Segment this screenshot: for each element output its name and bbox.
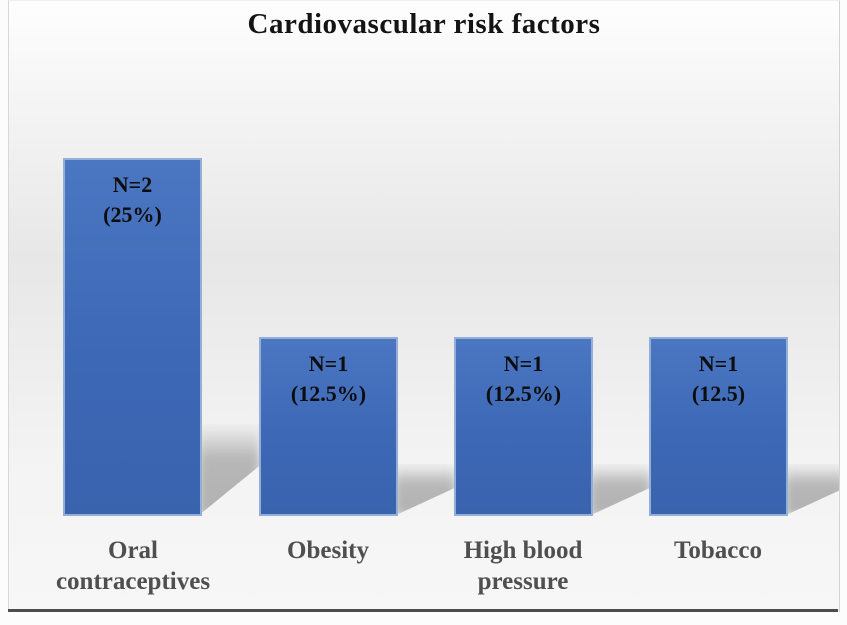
plot-area: N=2 (25%) Oral contraceptives N=1 (12.5%) Obe… [9, 1, 839, 612]
bar-shadow [198, 424, 260, 516]
bar-shadow [394, 464, 456, 516]
bar-value-count: N=1 [308, 351, 349, 376]
category-label-obesity: Obesity [287, 537, 369, 564]
bar-tobacco: N=1 (12.5) [649, 337, 788, 516]
bar-value-percent: (12.5) [691, 381, 746, 406]
bar-high-blood-pressure: N=1 (12.5%) [454, 337, 593, 516]
bar-value-count: N=1 [503, 351, 544, 376]
bar-obesity: N=1 (12.5%) [259, 337, 398, 516]
bar-value-percent: (12.5%) [485, 381, 562, 406]
bar-value-label: N=1 (12.5%) [261, 349, 396, 409]
chart-figure: Cardiovascular risk factors N=2 (25%) Oral… [8, 0, 840, 612]
bar-value-label: N=2 (25%) [65, 170, 200, 230]
category-label-tobacco: Tobacco [674, 537, 762, 564]
bar-value-label: N=1 (12.5%) [456, 349, 591, 409]
bar-oral-contraceptives: N=2 (25%) [63, 158, 202, 516]
bar-value-count: N=2 [112, 172, 153, 197]
bar-value-label: N=1 (12.5) [651, 349, 786, 409]
bar-shadow [589, 464, 651, 516]
axis-line [8, 609, 838, 612]
category-label-high-blood-pressure: High blood pressure [463, 537, 583, 595]
category-label-oral-contraceptives: Oral contraceptives [55, 537, 211, 595]
bar-value-count: N=1 [698, 351, 739, 376]
bar-shadow [784, 464, 839, 516]
bar-value-percent: (25%) [103, 202, 162, 227]
chart-title: Cardiovascular risk factors [247, 8, 601, 40]
bar-value-percent: (12.5%) [290, 381, 367, 406]
